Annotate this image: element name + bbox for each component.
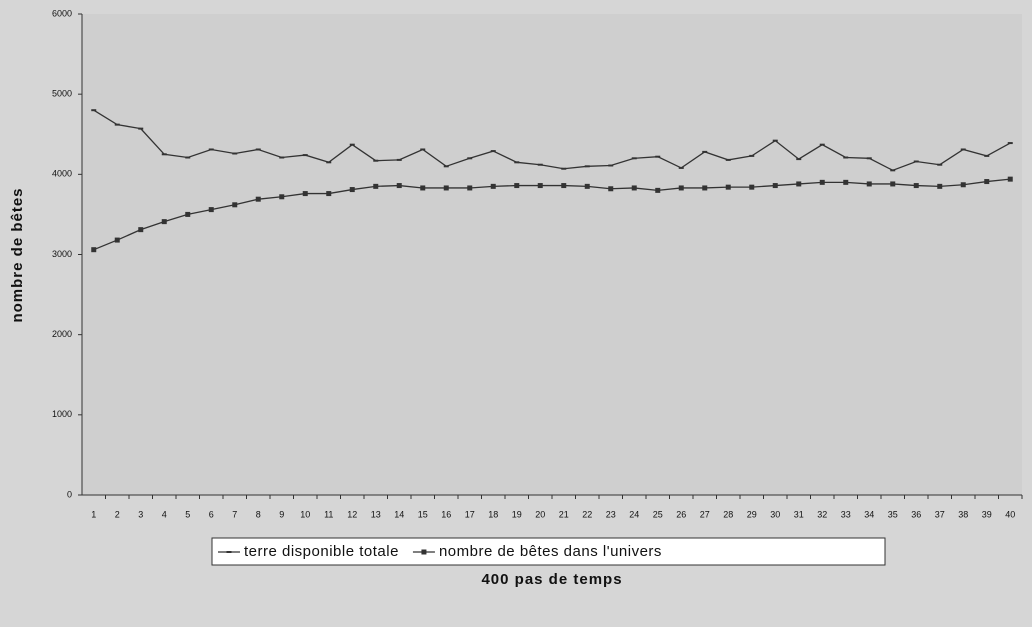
x-tick-label: 29 — [747, 509, 757, 519]
marker — [702, 185, 708, 191]
x-tick-label: 9 — [279, 509, 284, 519]
x-tick-label: 5 — [185, 509, 190, 519]
y-tick-label: 4000 — [52, 169, 72, 179]
x-tick-label: 15 — [418, 509, 428, 519]
marker — [349, 187, 355, 193]
x-tick-label: 36 — [911, 509, 921, 519]
marker — [185, 211, 191, 217]
x-tick-label: 27 — [700, 509, 710, 519]
x-axis-label: 400 pas de temps — [481, 571, 622, 588]
x-tick-label: 34 — [864, 509, 874, 519]
marker — [678, 185, 684, 191]
x-tick-label: 25 — [653, 509, 663, 519]
x-tick-label: 16 — [441, 509, 451, 519]
marker — [913, 183, 919, 189]
marker — [561, 183, 567, 189]
marker — [373, 183, 379, 189]
x-tick-label: 30 — [770, 509, 780, 519]
x-tick-label: 1 — [91, 509, 96, 519]
y-tick-label: 3000 — [52, 249, 72, 259]
x-tick-label: 18 — [488, 509, 498, 519]
y-tick-label: 0 — [67, 489, 72, 499]
marker — [232, 202, 238, 208]
x-tick-label: 20 — [535, 509, 545, 519]
legend-box — [211, 537, 886, 566]
x-tick-label: 35 — [888, 509, 898, 519]
x-tick-label: 4 — [162, 509, 167, 519]
marker — [514, 183, 520, 189]
x-tick-label: 31 — [794, 509, 804, 519]
marker — [302, 191, 308, 197]
marker — [208, 207, 214, 213]
x-tick-label: 37 — [935, 509, 945, 519]
marker — [584, 183, 590, 189]
x-tick-label: 11 — [324, 509, 333, 519]
marker — [866, 181, 872, 187]
y-tick-label: 2000 — [52, 329, 72, 339]
x-tick-label: 33 — [841, 509, 851, 519]
marker — [819, 179, 825, 185]
x-tick-label: 7 — [232, 509, 237, 519]
marker — [537, 183, 543, 189]
x-tick-label: 19 — [512, 509, 522, 519]
x-tick-label: 6 — [209, 509, 214, 519]
series-line — [93, 178, 1011, 251]
legend-label: nombre de bêtes dans l'univers — [439, 543, 662, 560]
x-tick-label: 40 — [1005, 509, 1015, 519]
y-axis-label: nombre de bêtes — [9, 187, 26, 322]
marker — [960, 182, 966, 188]
marker — [937, 183, 943, 189]
x-tick-label: 13 — [371, 509, 381, 519]
marker — [490, 183, 496, 189]
x-tick-label: 32 — [817, 509, 827, 519]
marker — [890, 181, 896, 187]
marker — [279, 194, 285, 200]
series-line — [93, 109, 1011, 172]
x-tick-label: 12 — [347, 509, 357, 519]
marker — [443, 185, 449, 191]
plot-area — [82, 14, 1022, 495]
marker — [796, 181, 802, 187]
marker — [467, 185, 473, 191]
x-tick-label: 21 — [559, 509, 569, 519]
marker — [655, 187, 661, 193]
marker — [421, 549, 427, 555]
x-tick-label: 26 — [676, 509, 686, 519]
x-tick-label: 2 — [115, 509, 120, 519]
x-tick-label: 39 — [982, 509, 992, 519]
x-tick-label: 38 — [958, 509, 968, 519]
x-tick-label: 22 — [582, 509, 592, 519]
x-tick-label: 14 — [394, 509, 404, 519]
y-tick-label: 5000 — [52, 89, 72, 99]
marker — [326, 191, 332, 197]
marker — [631, 185, 637, 191]
marker — [984, 179, 990, 185]
y-tick-label: 6000 — [52, 8, 72, 18]
marker — [420, 185, 426, 191]
marker — [255, 196, 261, 202]
legend-label: terre disponible totale — [244, 543, 399, 560]
marker — [114, 237, 120, 243]
marker — [91, 247, 97, 253]
marker — [772, 183, 778, 189]
x-tick-label: 23 — [606, 509, 616, 519]
x-tick-label: 8 — [256, 509, 261, 519]
y-tick-label: 1000 — [52, 409, 72, 419]
marker — [608, 186, 614, 192]
x-tick-label: 28 — [723, 509, 733, 519]
marker — [843, 179, 849, 185]
marker — [749, 184, 755, 190]
marker — [138, 227, 144, 233]
marker — [396, 183, 402, 189]
marker — [161, 219, 167, 225]
marker — [725, 184, 731, 190]
marker — [1007, 176, 1013, 182]
x-tick-label: 10 — [300, 509, 310, 519]
x-tick-label: 24 — [629, 509, 639, 519]
x-tick-label: 17 — [465, 509, 475, 519]
x-tick-label: 3 — [138, 509, 143, 519]
